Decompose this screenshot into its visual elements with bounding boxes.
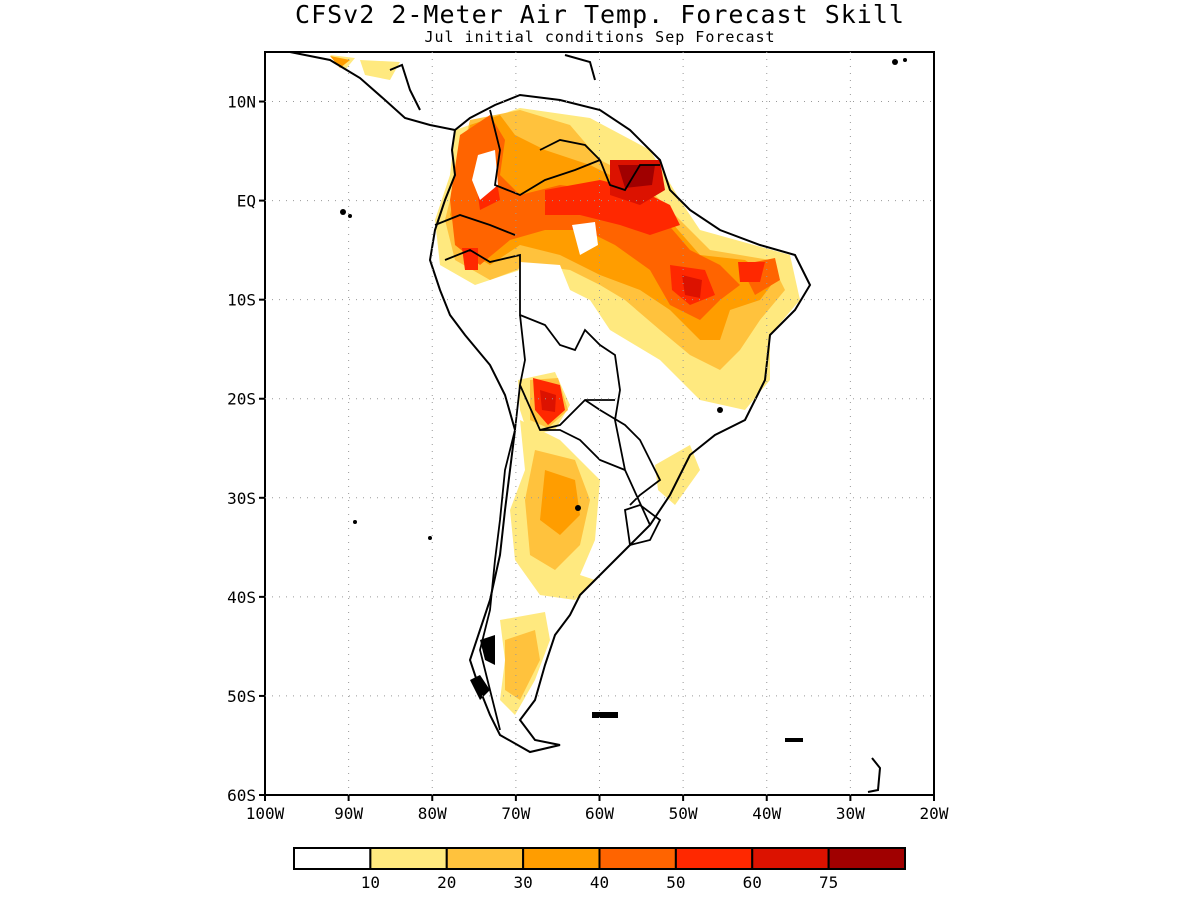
lat-tick-label: 10N <box>227 93 256 112</box>
lon-tick-label: 80W <box>418 804 447 823</box>
lon-tick-label: 70W <box>501 804 530 823</box>
colorbar-label: 20 <box>437 873 456 892</box>
colorbar-bin <box>293 847 372 870</box>
caribbean-coast <box>389 63 421 111</box>
lon-tick-label: 30W <box>836 804 865 823</box>
colorbar-label: 60 <box>743 873 762 892</box>
colorbar-label: 40 <box>590 873 609 892</box>
colorbar-bin <box>445 847 525 870</box>
lon-tick-label: 20W <box>920 804 949 823</box>
map-subtitle: Jul initial conditions Sep Forecast <box>424 28 776 46</box>
central-america-outline <box>289 52 456 131</box>
lat-tick-label: 50S <box>227 687 256 706</box>
lat-tick-label: 60S <box>227 786 256 805</box>
colorbar: 10 20 30 40 50 60 75 <box>293 847 906 892</box>
cuba-outline <box>564 54 596 81</box>
country-borders <box>434 109 662 731</box>
lon-tick-label: 60W <box>585 804 614 823</box>
colorbar-bin <box>369 847 448 870</box>
lon-tick-label: 100W <box>246 804 285 823</box>
map-title: CFSv2 2-Meter Air Temp. Forecast Skill <box>295 0 905 29</box>
lon-tick-label: 40W <box>752 804 781 823</box>
skill-gaps <box>472 150 598 300</box>
south-america-outline <box>428 93 812 754</box>
colorbar-label: 75 <box>819 873 838 892</box>
latitude-axis: 10N EQ 10S 20S 30S 40S 50S 60S <box>227 93 265 805</box>
lat-tick-label: 30S <box>227 489 256 508</box>
colorbar-bin <box>674 847 754 870</box>
coastlines <box>289 52 812 754</box>
colorbar-label: 50 <box>666 873 685 892</box>
lon-tick-label: 50W <box>669 804 698 823</box>
colorbar-label: 10 <box>361 873 380 892</box>
lat-tick-label: 40S <box>227 588 256 607</box>
longitude-axis: 100W 90W 80W 70W 60W 50W 40W 30W 20W <box>246 795 949 823</box>
lat-tick-label: EQ <box>237 192 256 211</box>
skill-shading <box>330 55 800 715</box>
colorbar-label: 30 <box>513 873 532 892</box>
lat-tick-label: 20S <box>227 390 256 409</box>
lat-tick-label: 10S <box>227 291 256 310</box>
colorbar-bin <box>598 847 677 870</box>
skill-level-75-plus <box>618 165 655 188</box>
islands <box>340 58 907 793</box>
colorbar-bin <box>522 847 601 870</box>
lon-tick-label: 90W <box>334 804 363 823</box>
colorbar-bin <box>751 847 830 870</box>
gridlines <box>265 52 934 795</box>
colorbar-bin <box>827 847 906 870</box>
